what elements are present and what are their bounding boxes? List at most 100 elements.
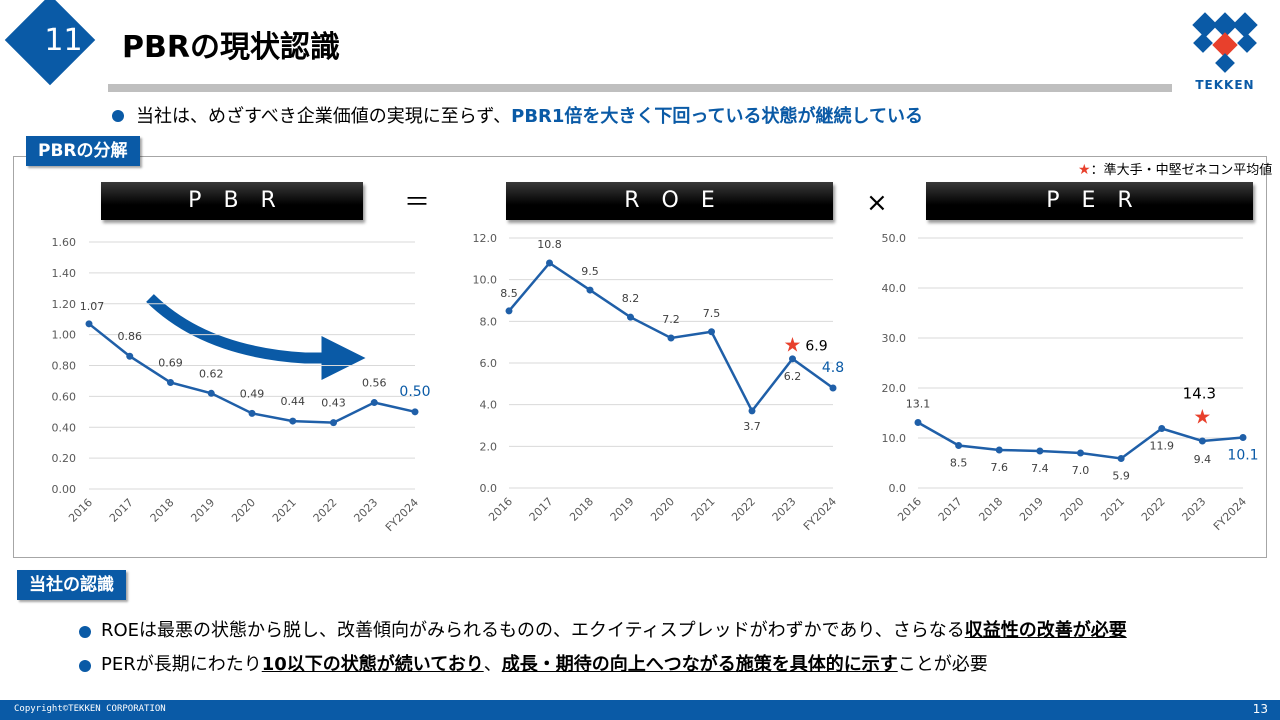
roe-data-point xyxy=(586,286,594,294)
per-x-tick-label: 2016 xyxy=(895,495,924,524)
pbr-data-label: 0.69 xyxy=(158,356,183,369)
pbr-x-tick-label: 2022 xyxy=(311,496,340,525)
per-y-tick-label: 50.0 xyxy=(882,232,907,245)
roe-y-tick-label: 2.0 xyxy=(480,440,498,453)
roe-data-label: 4.8 xyxy=(822,360,844,376)
roe-y-tick-label: 4.0 xyxy=(480,399,498,412)
roe-x-tick-label: 2016 xyxy=(486,495,515,524)
pbr-y-tick-label: 1.40 xyxy=(52,267,77,280)
roe-data-point xyxy=(667,334,675,342)
pbr-y-tick-label: 1.60 xyxy=(52,236,77,249)
section-label-breakdown: PBRの分解 xyxy=(26,136,140,166)
per-peer-average-label: 14.3 xyxy=(1183,385,1216,403)
roe-peer-star-icon: ★ xyxy=(784,332,802,356)
pbr-y-tick-label: 0.60 xyxy=(52,390,77,403)
per-x-tick-label: 2023 xyxy=(1180,495,1209,524)
roe-data-label: 10.8 xyxy=(537,238,562,251)
per-y-tick-label: 10.0 xyxy=(882,432,907,445)
per-y-tick-label: 30.0 xyxy=(882,332,907,345)
per-y-tick-label: 20.0 xyxy=(882,382,907,395)
roe-x-tick-label: 2019 xyxy=(608,495,637,524)
per-data-label: 11.9 xyxy=(1150,440,1175,453)
pbr-x-tick-label: 2020 xyxy=(229,496,258,525)
roe-data-label: 7.5 xyxy=(703,307,721,320)
pbr-data-point xyxy=(411,408,419,416)
pbr-y-tick-label: 1.20 xyxy=(52,298,77,311)
bullet-dot xyxy=(79,660,91,672)
per-header: P E R xyxy=(926,182,1253,220)
pbr-x-tick-label: 2018 xyxy=(148,496,177,525)
roe-x-tick-label: 2022 xyxy=(729,495,758,524)
roe-x-tick-label: 2017 xyxy=(527,495,556,524)
pbr-data-label: 0.43 xyxy=(321,397,346,410)
roe-y-tick-label: 12.0 xyxy=(473,232,498,245)
roe-data-point xyxy=(627,313,634,321)
roe-data-point xyxy=(829,384,837,392)
footer-bar xyxy=(0,700,1280,720)
pbr-x-tick-label: FY2024 xyxy=(383,496,421,534)
recognition-roe: ROEは最悪の状態から脱し、改善傾向がみられるものの、エクイティスプレッドがわず… xyxy=(101,620,1127,641)
per-data-label: 5.9 xyxy=(1112,470,1130,483)
roe-y-tick-label: 0.0 xyxy=(480,482,498,495)
pbr-y-tick-label: 0.20 xyxy=(52,452,77,465)
pbr-x-tick-label: 2017 xyxy=(107,496,136,525)
roe-y-tick-label: 10.0 xyxy=(473,274,498,287)
per-data-point xyxy=(1158,425,1166,432)
summary-text: 当社は、めざすべき企業価値の実現に至らず、PBR1倍を大きく下回っている状態が継… xyxy=(136,106,923,127)
per-data-point xyxy=(1117,455,1125,462)
roe-x-tick-label: 2023 xyxy=(770,495,799,524)
pbr-data-point xyxy=(330,419,337,427)
pbr-data-label: 0.44 xyxy=(281,395,306,408)
per-data-label: 13.1 xyxy=(906,398,931,411)
pbr-data-label: 0.86 xyxy=(118,330,143,343)
pbr-data-label: 1.07 xyxy=(80,300,105,313)
recognition-per: PERが長期にわたり10以下の状態が続いており、成長・期待の向上へつながる施策を… xyxy=(101,654,988,675)
pbr-data-label: 0.50 xyxy=(399,384,430,400)
roe-y-tick-label: 8.0 xyxy=(480,315,498,328)
trend-arrow-icon xyxy=(146,294,366,380)
roe-data-label: 8.5 xyxy=(500,287,518,300)
pbr-y-tick-label: 0.00 xyxy=(52,483,77,496)
per-data-label: 7.6 xyxy=(991,461,1009,474)
pbr-y-tick-label: 0.40 xyxy=(52,421,77,434)
per-data-label: 9.4 xyxy=(1194,453,1212,466)
pbr-breakdown-panel xyxy=(13,156,1267,558)
pbr-data-point xyxy=(248,409,256,417)
per-data-point xyxy=(1239,434,1247,441)
logo-text: TEKKEN xyxy=(1195,78,1255,92)
roe-x-tick-label: FY2024 xyxy=(801,495,839,533)
pbr-header: P B R xyxy=(101,182,363,220)
star-icon: ★ xyxy=(1078,162,1091,178)
slide-number: 11 xyxy=(44,23,83,58)
per-x-tick-label: 2019 xyxy=(1017,495,1046,524)
per-data-point xyxy=(1036,447,1044,455)
pbr-x-tick-label: 2021 xyxy=(270,496,299,525)
roe-data-label: 8.2 xyxy=(622,292,640,305)
title-divider xyxy=(108,84,1172,92)
per-x-tick-label: 2018 xyxy=(976,495,1005,524)
tekken-logo-icon xyxy=(1192,12,1258,73)
pbr-data-point xyxy=(289,417,297,425)
per-y-tick-label: 40.0 xyxy=(882,282,907,295)
pbr-data-point xyxy=(207,389,215,397)
pbr-data-label: 0.62 xyxy=(199,367,224,380)
per-x-tick-label: 2017 xyxy=(936,495,965,524)
pbr-y-tick-label: 0.80 xyxy=(52,360,77,373)
per-x-tick-label: FY2024 xyxy=(1211,495,1249,533)
roe-x-tick-label: 2020 xyxy=(648,495,677,524)
per-x-tick-label: 2021 xyxy=(1098,495,1127,524)
pbr-data-point xyxy=(370,399,378,407)
equals-operator: ＝ xyxy=(404,188,431,218)
roe-data-label: 9.5 xyxy=(581,265,599,278)
pbr-x-tick-label: 2019 xyxy=(188,496,217,525)
pbr-x-tick-label: 2016 xyxy=(66,496,95,525)
roe-data-label: 3.7 xyxy=(743,420,761,433)
per-y-tick-label: 0.0 xyxy=(889,482,907,495)
pbr-data-point xyxy=(167,378,174,386)
bullet-dot xyxy=(79,626,91,638)
per-data-point xyxy=(914,419,922,426)
roe-peer-average-label: 6.9 xyxy=(805,338,827,354)
pbr-y-tick-label: 1.00 xyxy=(52,329,77,342)
roe-data-point xyxy=(748,407,756,415)
